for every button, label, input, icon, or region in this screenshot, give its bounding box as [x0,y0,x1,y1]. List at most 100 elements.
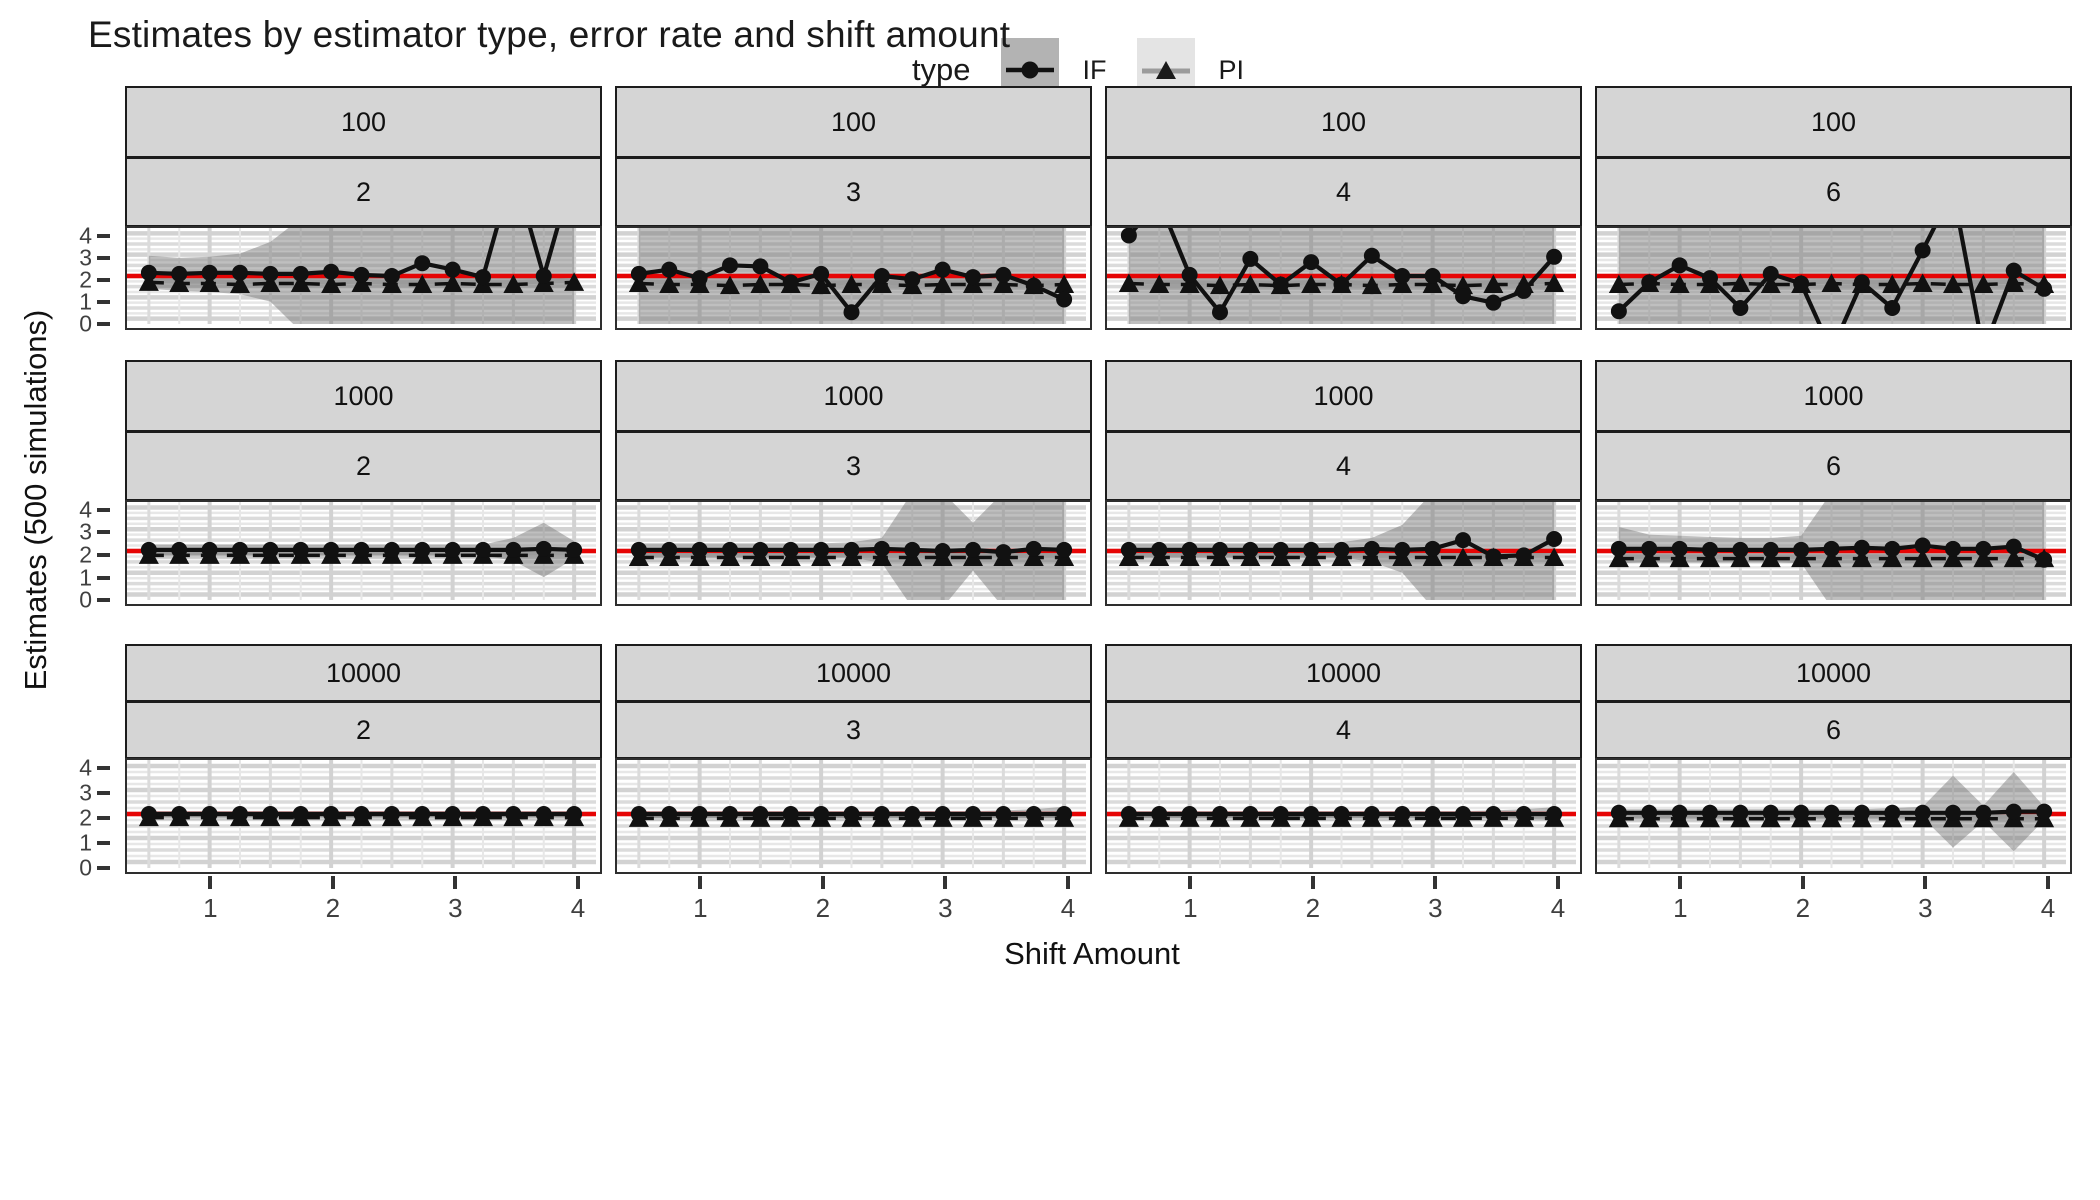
facet-strip-sample-size: 10000 [615,644,1092,702]
x-axis-title: Shift Amount [1004,936,1180,971]
facet-strip-error-rate: 3 [615,157,1092,227]
x-tick-label: 4 [570,893,586,923]
facet-plot [1107,760,1576,868]
facet-plot [617,502,1086,600]
facet-plot [1107,228,1576,324]
facet-panel [615,226,1092,330]
x-tick-label: 4 [2040,893,2056,923]
facet-strip-sample-size: 10000 [1105,644,1582,702]
facet-strip-sample-size: 1000 [615,360,1092,432]
facet-strip-sample-size: 1000 [1595,360,2072,432]
facet: 1000 6 [1595,360,2072,608]
facet-strip-error-rate: 2 [125,701,602,759]
facet: 1000 3 [615,360,1092,608]
x-tick-label: 3 [938,893,953,923]
facet-plot [127,228,596,324]
facet-strip-error-rate: 4 [1105,157,1582,227]
x-tick-label: 2 [1795,893,1811,923]
x-tick-mark [453,876,458,889]
facet-strip-sample-size: 10000 [125,644,602,702]
x-tick-mark [1800,876,1805,889]
y-tick-mark [97,816,110,820]
facet-strip-sample-size: 100 [1595,86,2072,158]
x-tick-label: 1 [1183,893,1198,923]
facet-strip-sample-size: 1000 [1105,360,1582,432]
x-tick-label: 2 [1305,893,1321,923]
y-tick-label: 3 [79,779,92,806]
facet-plot [617,760,1086,868]
x-tick-mark [575,876,580,889]
facet-plot [1597,228,2066,324]
y-tick-label: 1 [79,829,92,856]
facet-panel [615,758,1092,874]
x-tick-label: 4 [1550,893,1566,923]
facet-plot [617,228,1086,324]
x-tick-label: 2 [815,893,831,923]
chart-title: Estimates by estimator type, error rate … [88,14,1011,55]
y-tick-mark [97,530,110,535]
x-axis-column: 1 2 3 4 [1105,876,1582,926]
x-tick-mark [820,876,825,889]
y-tick-label: 1 [79,564,92,591]
y-tick-mark [97,791,110,796]
x-axis-gutter [0,876,112,926]
facet-strip-error-rate: 3 [615,431,1092,501]
y-tick-label: 0 [79,854,92,881]
x-tick-label: 1 [1673,893,1688,923]
facet-panel [1595,226,2072,330]
facet-strip-error-rate: 3 [615,701,1092,759]
x-tick-mark [1555,876,1560,889]
facet-strip-sample-size: 100 [615,86,1092,158]
facet-strip-sample-size: 100 [1105,86,1582,158]
x-tick-label: 1 [203,893,218,923]
x-tick-mark [1678,876,1683,889]
facet: 100 6 [1595,86,2072,332]
y-tick-label: 0 [79,586,92,613]
x-tick-label: 3 [1918,893,1933,923]
x-tick-label: 4 [1060,893,1076,923]
facet-row: 4 3 2 1 0 1000 2 1000 3 1000 4 1000 6 [0,360,2072,611]
facet-panel [1105,226,1582,330]
x-tick-mark [1188,876,1193,889]
y-tick-label: 3 [79,518,92,545]
facet-strip-error-rate: 6 [1595,431,2072,501]
y-tick-mark [97,255,110,260]
facet-strip-error-rate: 2 [125,157,602,227]
x-axis-column: 1 2 3 4 [615,876,1092,926]
legend-label-pi: PI [1218,54,1245,85]
y-tick-mark [97,598,110,603]
facet-strip-sample-size: 100 [125,86,602,158]
facet-strip-error-rate: 2 [125,431,602,501]
y-tick-label: 2 [79,266,92,293]
y-tick-label: 4 [79,496,92,523]
x-tick-mark [698,876,703,889]
facet: 100 2 [125,86,602,332]
y-tick-label: 3 [79,244,92,271]
facet: 100 4 [1105,86,1582,332]
facet-panel [1595,758,2072,874]
y-tick-mark [97,507,110,512]
facet: 10000 4 [1105,644,1582,876]
x-tick-mark [1310,876,1315,889]
facet: 100 3 [615,86,1092,332]
y-tick-label: 0 [79,310,92,337]
x-tick-mark [1433,876,1438,889]
facet-plot [127,760,596,868]
facet-panel [125,758,602,874]
facet-plot [127,502,596,600]
facet: 10000 6 [1595,644,2072,876]
legend-label-if: IF [1082,54,1107,85]
facet-panel [1595,500,2072,606]
y-tick-mark [97,575,110,580]
facet-row: 4 3 2 1 0 10000 2 10000 3 10000 4 10000 6 [0,644,2072,881]
facet-panel [125,226,602,330]
x-axis-column: 1 2 3 4 [125,876,602,926]
x-axis-column: 1 2 3 4 [1595,876,2072,926]
facet-plot [1597,760,2066,868]
y-tick-mark [97,766,110,771]
y-tick-label: 2 [79,804,92,831]
facet-panel [1105,758,1582,874]
